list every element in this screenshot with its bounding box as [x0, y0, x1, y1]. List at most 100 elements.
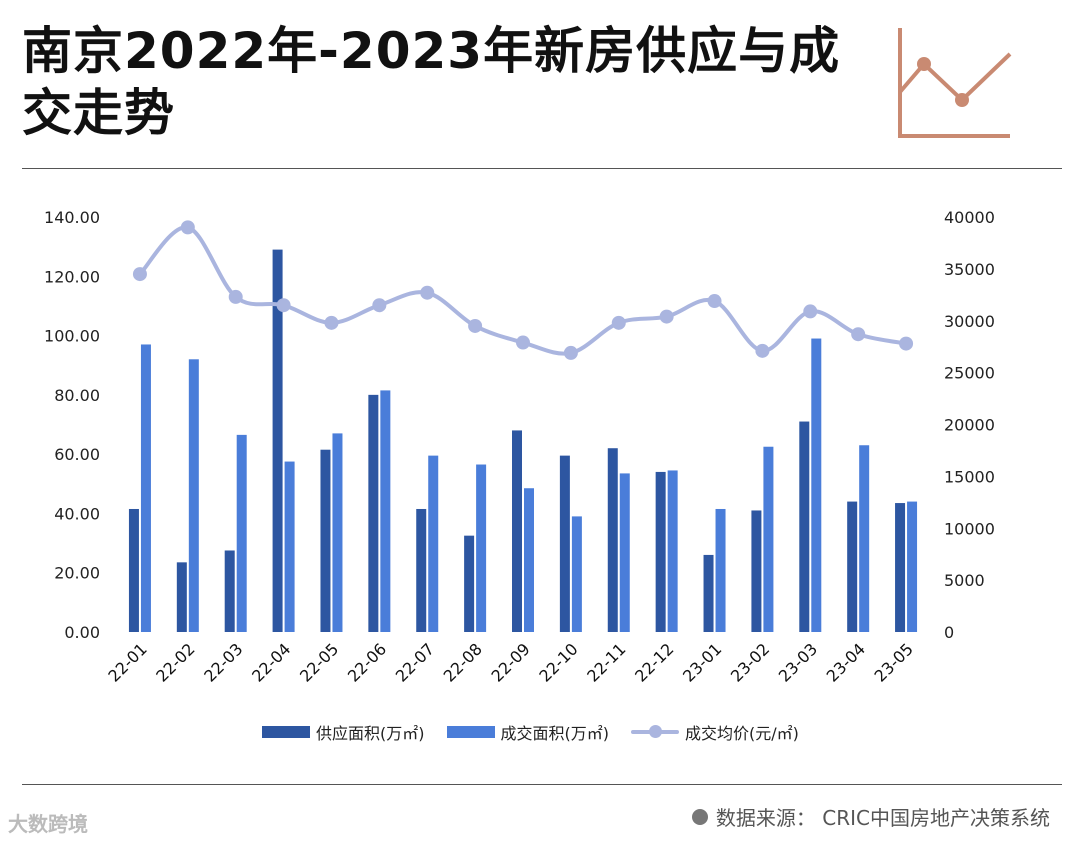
supply-bar: [224, 550, 235, 632]
supply-bar: [320, 449, 331, 632]
price-point: [276, 298, 291, 313]
transaction-bar: [667, 470, 678, 632]
price-point: [420, 285, 435, 300]
supply-bar: [703, 554, 714, 632]
legend-swatch-supply: [262, 726, 310, 738]
y-right-tick-label: 20000: [944, 416, 995, 435]
x-tick-label: 23-04: [823, 639, 869, 685]
price-line: [138, 225, 907, 356]
legend-item-price: 成交均价(元/㎡): [631, 720, 799, 744]
y-right-tick-label: 30000: [944, 312, 995, 331]
supply-bar: [416, 508, 427, 632]
supply-bar: [751, 510, 762, 632]
price-point: [707, 294, 722, 309]
transaction-bar: [715, 508, 726, 632]
y-left-tick-label: 140.00: [44, 208, 100, 227]
price-point: [611, 315, 626, 330]
y-right-tick-label: 5000: [944, 571, 985, 590]
legend-item-supply: 供应面积(万㎡): [262, 720, 425, 744]
watermark-logo: 大数跨境: [8, 808, 88, 837]
price-point: [372, 298, 387, 313]
price-point: [755, 343, 770, 358]
x-tick-label: 22-05: [296, 639, 342, 685]
supply-bar: [559, 455, 570, 632]
bottom-divider: [22, 784, 1062, 785]
x-tick-label: 22-04: [248, 639, 294, 685]
supply-bar: [895, 503, 906, 632]
bullet-icon: [691, 808, 708, 825]
y-right-tick-label: 25000: [944, 364, 995, 383]
transaction-bar: [236, 434, 247, 632]
x-tick-label: 22-07: [392, 639, 438, 685]
price-point: [228, 289, 243, 304]
transaction-bar: [428, 455, 439, 632]
x-tick-label: 23-02: [727, 639, 773, 685]
price-point: [516, 335, 530, 350]
y-left-tick-label: 60.00: [54, 445, 100, 464]
transaction-bar: [859, 445, 870, 632]
transaction-bar: [332, 433, 343, 632]
supply-bar: [799, 421, 810, 632]
x-tick-label: 23-03: [775, 639, 821, 685]
price-point: [180, 220, 195, 235]
legend-label-transaction: 成交面积(万㎡): [500, 724, 610, 743]
supply-bar: [512, 430, 522, 632]
legend-label-price: 成交均价(元/㎡): [685, 724, 799, 743]
supply-bar: [607, 448, 618, 632]
supply-bar: [272, 249, 283, 632]
legend-swatch-price: [631, 725, 679, 738]
transaction-bar: [907, 501, 918, 632]
price-point: [803, 304, 818, 319]
legend-label-supply: 供应面积(万㎡): [316, 724, 425, 743]
transaction-bar: [188, 359, 199, 632]
y-left-tick-label: 120.00: [44, 267, 100, 286]
x-tick-label: 22-06: [344, 639, 390, 685]
price-point: [468, 318, 483, 333]
x-tick-label: 22-01: [104, 639, 150, 685]
page-title: 南京2022年-2023年新房供应与成交走势: [22, 22, 841, 142]
supply-bar: [368, 394, 379, 632]
y-left-tick-label: 100.00: [44, 327, 100, 346]
supply-bar: [128, 508, 139, 632]
source-note: 数据来源： CRIC中国房地产决策系统: [691, 802, 1050, 831]
x-tick-label: 22-08: [440, 639, 486, 685]
supply-bar: [464, 535, 475, 632]
x-tick-label: 23-01: [679, 639, 725, 685]
legend-item-transaction: 成交面积(万㎡): [446, 720, 610, 744]
transaction-bar: [140, 344, 151, 632]
watermark-text: 大数跨境: [8, 812, 88, 836]
y-left-tick-label: 0.00: [64, 623, 100, 642]
x-tick-label: 23-05: [871, 639, 917, 685]
transaction-bar: [619, 473, 630, 632]
x-tick-label: 22-12: [631, 639, 677, 685]
y-left-tick-label: 80.00: [54, 386, 100, 405]
y-right-tick-label: 35000: [944, 260, 995, 279]
x-tick-label: 22-11: [583, 639, 629, 685]
y-left-tick-label: 40.00: [54, 504, 100, 523]
transaction-bar: [380, 390, 391, 632]
x-tick-label: 22-09: [488, 639, 534, 685]
line-chart-icon: [898, 28, 1012, 138]
price-point: [899, 336, 914, 351]
y-right-tick-label: 0: [944, 623, 954, 642]
transaction-bar: [524, 488, 534, 632]
transaction-bar: [284, 461, 295, 632]
price-point: [563, 345, 578, 360]
y-right-tick-label: 10000: [944, 519, 995, 538]
source-text: 数据来源： CRIC中国房地产决策系统: [715, 806, 1050, 830]
x-tick-label: 22-02: [152, 639, 198, 685]
y-right-tick-label: 40000: [944, 208, 995, 227]
transaction-bar: [763, 446, 774, 632]
y-left-tick-label: 20.00: [54, 564, 100, 583]
price-point: [851, 327, 866, 342]
x-tick-label: 22-03: [200, 639, 246, 685]
price-point: [324, 315, 339, 330]
supply-bar: [176, 562, 187, 632]
x-tick-label: 22-10: [535, 639, 581, 685]
supply-bar: [655, 471, 666, 632]
chart-legend: 供应面积(万㎡) 成交面积(万㎡) 成交均价(元/㎡): [262, 718, 821, 746]
price-point: [132, 267, 147, 282]
y-right-tick-label: 15000: [944, 467, 995, 486]
transaction-bar: [811, 338, 822, 632]
